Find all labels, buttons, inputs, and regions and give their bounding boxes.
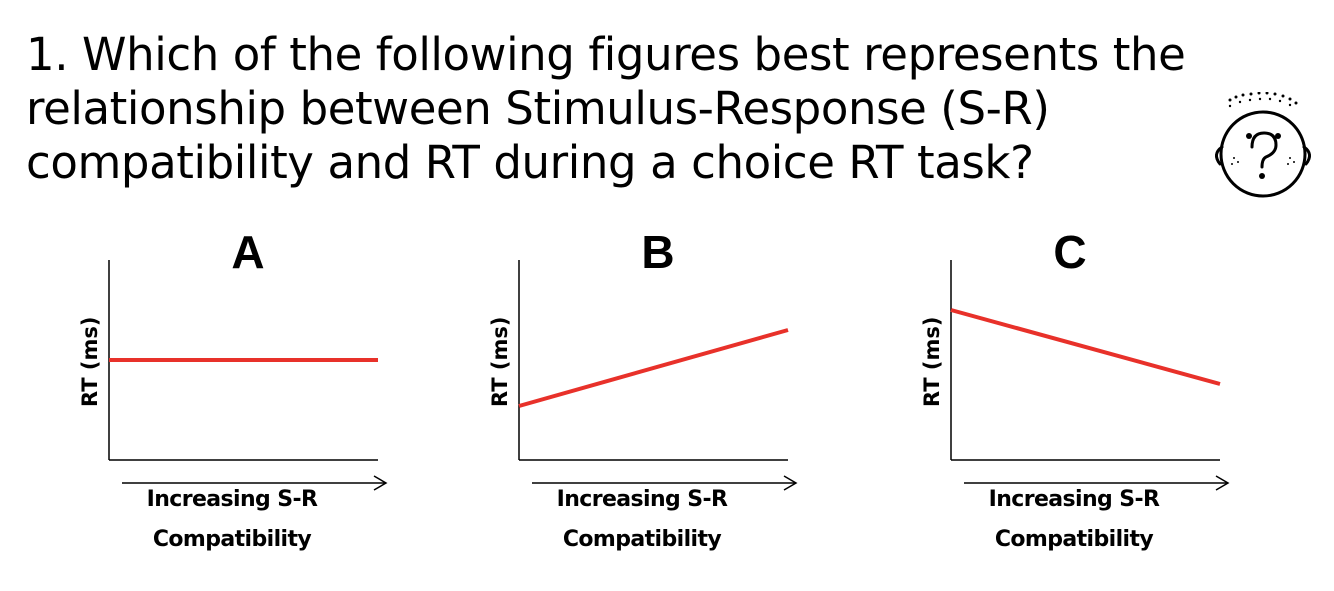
x-direction-arrow xyxy=(964,475,1230,491)
x-axis-label-line-2: Compatibility xyxy=(562,527,722,552)
x-direction-arrow xyxy=(532,475,798,491)
x-axis-label: Increasing S-R Compatibility xyxy=(954,480,1194,560)
chart-panel-a: A RT (ms) Increasing S-R Compatibility xyxy=(60,225,390,575)
y-axis-label: RT (ms) xyxy=(78,316,102,407)
x-direction-arrow xyxy=(122,475,388,491)
question-line-2: relationship between Stimulus-Response (… xyxy=(26,82,1050,135)
series-line-0 xyxy=(950,308,1221,386)
chart-panel-b: B RT (ms) Increasing S-R Compatibility xyxy=(470,225,800,575)
x-axis-label-line-1: Increasing S-R xyxy=(988,487,1160,512)
chart-plot xyxy=(108,260,378,461)
y-axis-label: RT (ms) xyxy=(920,316,944,407)
x-axis-label-line-2: Compatibility xyxy=(994,527,1154,552)
chart-title: A xyxy=(231,226,265,278)
x-axis-label: Increasing S-R Compatibility xyxy=(112,480,352,560)
x-axis-label-line-1: Increasing S-R xyxy=(556,487,728,512)
chart-plot xyxy=(950,260,1221,461)
thinking-face-question-mark-icon xyxy=(1215,92,1311,198)
y-axis-label: RT (ms) xyxy=(488,316,512,407)
x-axis-label: Increasing S-R Compatibility xyxy=(522,480,762,560)
series-line-0 xyxy=(518,328,789,408)
chart-title: B xyxy=(641,226,675,278)
x-axis-label-line-1: Increasing S-R xyxy=(146,487,318,512)
x-axis-label-line-2: Compatibility xyxy=(152,527,312,552)
question-text: 1. Which of the following figures best r… xyxy=(26,28,1246,190)
chart-plot xyxy=(518,260,789,461)
question-line-3: compatibility and RT during a choice RT … xyxy=(26,136,1034,189)
chart-panel-c: C RT (ms) Increasing S-R Compatibility xyxy=(902,225,1232,575)
chart-title: C xyxy=(1053,226,1087,278)
question-line-1: 1. Which of the following figures best r… xyxy=(26,28,1186,81)
